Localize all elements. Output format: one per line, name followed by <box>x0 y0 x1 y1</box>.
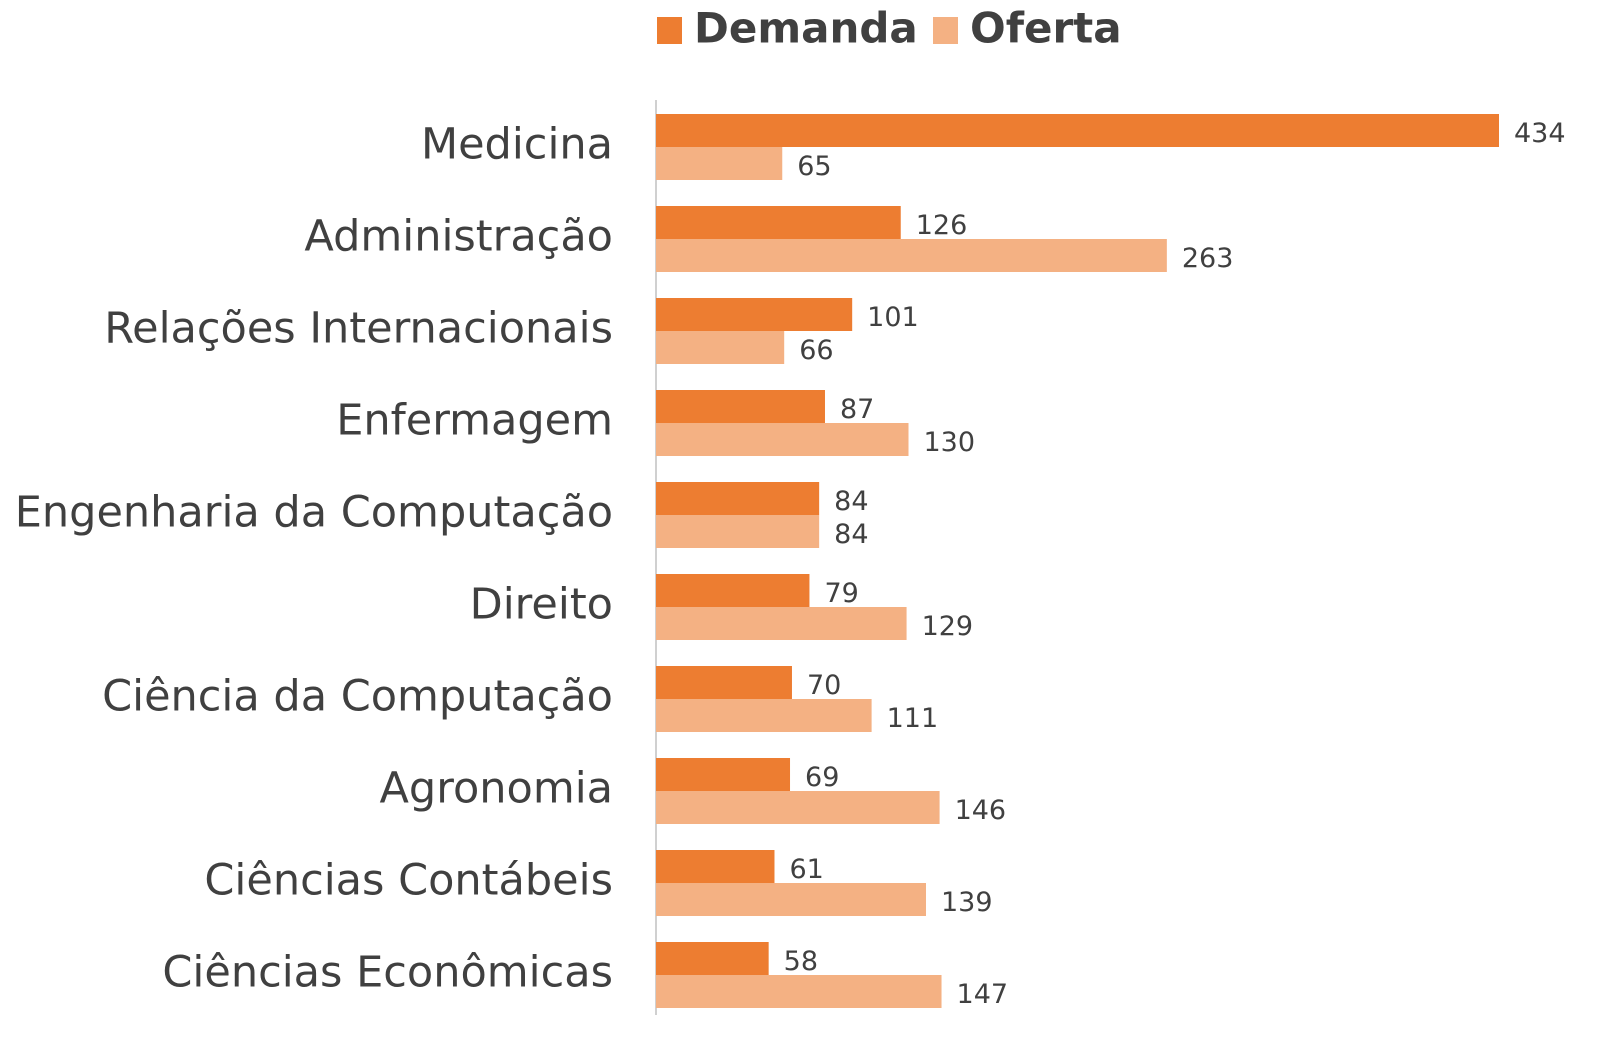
value-label: 87 <box>840 394 874 425</box>
value-label: 146 <box>955 795 1007 826</box>
category-label: Agronomia <box>380 764 614 814</box>
value-label: 434 <box>1514 118 1566 149</box>
bar <box>656 791 940 824</box>
category-label: Relações Internacionais <box>104 304 613 354</box>
bar <box>656 574 810 607</box>
bar <box>656 206 901 239</box>
bar <box>656 942 769 975</box>
category-label: Engenharia da Computação <box>15 488 613 538</box>
category-label: Enfermagem <box>336 396 613 446</box>
bar <box>656 114 1499 147</box>
bar <box>656 975 942 1008</box>
value-label: 111 <box>887 703 939 734</box>
value-label: 101 <box>867 302 919 333</box>
value-label: 70 <box>807 670 841 701</box>
legend-label: Oferta <box>970 4 1122 53</box>
legend-swatch <box>933 17 958 44</box>
legend-label: Demanda <box>694 4 918 53</box>
bar <box>656 423 909 456</box>
bar <box>656 699 872 732</box>
bar <box>656 239 1167 272</box>
category-label: Ciência da Computação <box>102 672 613 722</box>
value-label: 66 <box>799 335 833 366</box>
value-label: 58 <box>784 946 818 977</box>
value-label: 139 <box>941 887 993 918</box>
category-label: Direito <box>470 580 613 630</box>
value-label: 84 <box>834 519 868 550</box>
legend-swatch <box>657 17 682 44</box>
value-label: 84 <box>834 486 868 517</box>
value-label: 61 <box>789 854 823 885</box>
bar <box>656 147 783 180</box>
bar <box>656 298 853 331</box>
bar <box>656 390 825 423</box>
value-label: 129 <box>922 611 974 642</box>
bar <box>656 607 907 640</box>
value-label: 126 <box>916 210 968 241</box>
bar <box>656 850 775 883</box>
category-label: Administração <box>304 212 613 262</box>
bar <box>656 666 792 699</box>
value-label: 263 <box>1182 243 1234 274</box>
bar <box>656 331 785 364</box>
category-label: Ciências Contábeis <box>204 856 613 906</box>
value-label: 147 <box>957 979 1009 1010</box>
value-label: 130 <box>924 427 976 458</box>
value-label: 69 <box>805 762 839 793</box>
bar <box>656 883 926 916</box>
bar <box>656 482 820 515</box>
bar <box>656 758 791 791</box>
bar <box>656 515 820 548</box>
value-label: 79 <box>824 578 858 609</box>
category-label: Medicina <box>421 120 613 170</box>
value-label: 65 <box>797 151 831 182</box>
category-label: Ciências Econômicas <box>162 948 613 998</box>
